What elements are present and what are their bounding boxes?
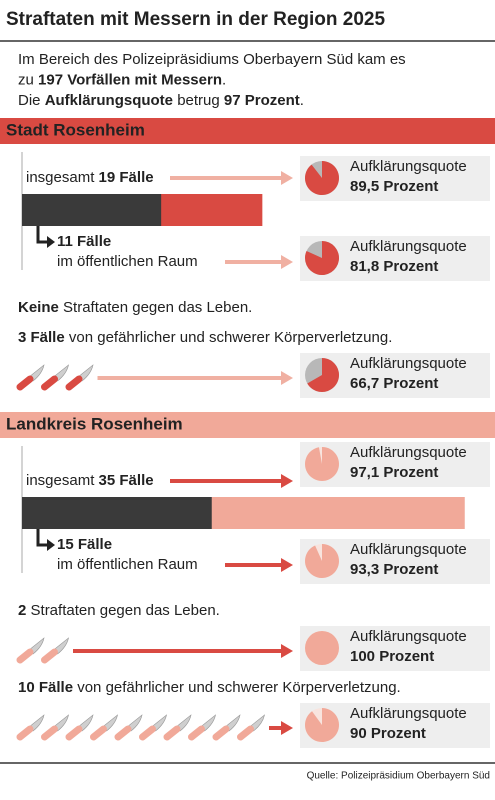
item-line: 3 Fälle von gefährlicher und schwerer Kö… bbox=[18, 329, 392, 346]
knife-handle bbox=[16, 648, 34, 664]
knife-handle bbox=[188, 725, 205, 741]
knife-handle bbox=[212, 725, 230, 741]
text-segment: 2 bbox=[18, 602, 26, 619]
text-segment: Keine bbox=[18, 299, 59, 316]
arrow-head bbox=[281, 474, 293, 488]
arrow-head bbox=[281, 255, 293, 269]
text-segment: . bbox=[300, 92, 304, 109]
pie-slice bbox=[305, 631, 339, 665]
quote-value: 89,5 Prozent bbox=[350, 178, 438, 195]
total-label: insgesamt 19 Fälle bbox=[26, 169, 154, 186]
pie-slice bbox=[307, 358, 340, 392]
arrow-head bbox=[281, 371, 293, 385]
text-segment: 3 Fälle bbox=[18, 329, 65, 346]
pie-slice bbox=[305, 241, 339, 275]
quote-label: Aufklärungsquote bbox=[350, 355, 467, 372]
total-label: insgesamt 35 Fälle bbox=[26, 472, 154, 489]
quote-label: Aufklärungsquote bbox=[350, 238, 467, 255]
intro-line: zu 197 Vorfällen mit Messern. bbox=[18, 71, 226, 88]
quote-value: 90 Prozent bbox=[350, 725, 426, 742]
text-segment: Im Bereich des Polizeipräsidiums Oberbay… bbox=[18, 51, 406, 68]
text-segment: insgesamt bbox=[26, 169, 95, 186]
text-segment: 35 Fälle bbox=[99, 472, 154, 489]
pie-slice bbox=[305, 544, 340, 578]
item-line: Keine Straftaten gegen das Leben. bbox=[18, 299, 252, 316]
text-segment: betrug bbox=[177, 92, 220, 109]
knife-handle bbox=[16, 375, 34, 391]
public-label: 15 Fälle bbox=[57, 536, 112, 553]
section-title: Landkreis Rosenheim bbox=[6, 414, 183, 433]
text-segment: Die bbox=[18, 92, 41, 109]
item-line: 2 Straftaten gegen das Leben. bbox=[18, 602, 220, 619]
text-segment: Aufklärungsquote bbox=[45, 92, 173, 109]
knife-handle bbox=[163, 725, 181, 741]
text-segment: zu bbox=[18, 71, 34, 88]
section-title: Stadt Rosenheim bbox=[6, 120, 145, 139]
quote-label: Aufklärungsquote bbox=[350, 705, 467, 722]
intro-line: Im Bereich des Polizeipräsidiums Oberbay… bbox=[18, 51, 406, 68]
text-segment: Straftaten gegen das Leben. bbox=[63, 299, 252, 316]
text-segment: von gefährlicher und schwerer Körperverl… bbox=[69, 329, 393, 346]
arrow-head bbox=[281, 558, 293, 572]
text-segment: 97 Prozent bbox=[224, 92, 300, 109]
quote-label: Aufklärungsquote bbox=[350, 444, 467, 461]
bar-public bbox=[22, 497, 212, 529]
corner-arrow-head bbox=[47, 236, 55, 248]
text-segment: von gefährlicher und schwerer Körperverl… bbox=[77, 679, 401, 696]
knife-handle bbox=[139, 725, 156, 741]
public-text: im öffentlichen Raum bbox=[57, 253, 198, 270]
source: Quelle: Polizeipräsidium Oberbayern Süd bbox=[307, 771, 490, 782]
arrow-head bbox=[281, 721, 293, 735]
knife-handle bbox=[41, 648, 58, 664]
quote-value: 93,3 Prozent bbox=[350, 561, 438, 578]
knife-handle bbox=[16, 725, 34, 741]
knife-handle bbox=[65, 725, 83, 741]
public-text: im öffentlichen Raum bbox=[57, 556, 198, 573]
quote-label: Aufklärungsquote bbox=[350, 158, 467, 175]
knife-handle bbox=[41, 375, 58, 391]
intro-line: Die Aufklärungsquote betrug 97 Prozent. bbox=[18, 92, 304, 109]
item-line: 10 Fälle von gefährlicher und schwerer K… bbox=[18, 679, 401, 696]
bar-public bbox=[22, 194, 162, 226]
text-segment: . bbox=[222, 71, 226, 88]
knife-handle bbox=[114, 725, 132, 741]
text-segment: 10 Fälle bbox=[18, 679, 73, 696]
knife-handle bbox=[41, 725, 58, 741]
arrow-head bbox=[281, 171, 293, 185]
text-segment: 19 Fälle bbox=[99, 169, 154, 186]
quote-label: Aufklärungsquote bbox=[350, 541, 467, 558]
text-segment: insgesamt bbox=[26, 472, 95, 489]
quote-value: 81,8 Prozent bbox=[350, 258, 438, 275]
title: Straftaten mit Messern in der Region 202… bbox=[6, 9, 385, 30]
knife-handle bbox=[65, 375, 83, 391]
quote-value: 66,7 Prozent bbox=[350, 375, 438, 392]
section-band bbox=[0, 412, 495, 438]
text-segment: Straftaten gegen das Leben. bbox=[31, 602, 220, 619]
corner-arrow bbox=[36, 529, 48, 547]
public-label: 11 Fälle bbox=[57, 233, 111, 250]
knife-handle bbox=[90, 725, 107, 741]
quote-value: 97,1 Prozent bbox=[350, 464, 438, 481]
pie-slice bbox=[305, 708, 339, 743]
quote-label: Aufklärungsquote bbox=[350, 628, 467, 645]
arrow-head bbox=[281, 644, 293, 658]
pie-slice bbox=[304, 161, 340, 195]
corner-arrow-head bbox=[47, 539, 55, 551]
knife-handle bbox=[237, 725, 254, 741]
section-band bbox=[0, 118, 495, 144]
quote-value: 100 Prozent bbox=[350, 648, 434, 665]
text-segment: 197 Vorfällen mit Messern bbox=[38, 71, 222, 88]
pie-slice bbox=[305, 447, 340, 481]
corner-arrow bbox=[36, 226, 48, 244]
